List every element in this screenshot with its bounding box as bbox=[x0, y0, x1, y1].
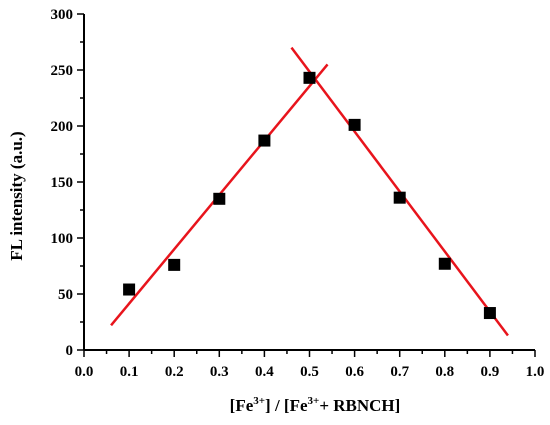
y-tick-label-1: 50 bbox=[58, 287, 73, 303]
data-point-1 bbox=[168, 258, 181, 271]
x-tick-label-8: 0.8 bbox=[435, 364, 454, 380]
y-tick-label-2: 100 bbox=[51, 231, 74, 247]
data-point-2 bbox=[213, 192, 226, 205]
x-tick-label-3: 0.3 bbox=[210, 364, 229, 380]
axes: 0.0 0.1 0.2 0.3 0.4 0.5 0.6 0.7 0.8 0.9 1.0 0 50 100 1… bbox=[51, 7, 545, 380]
x-axis-title-superscript-1: 3+ bbox=[253, 395, 265, 407]
x-tick-label-10: 1.0 bbox=[526, 364, 545, 380]
y-tick-label-5: 250 bbox=[51, 63, 74, 79]
data-points bbox=[123, 71, 496, 320]
x-tick-label-4: 0.4 bbox=[255, 364, 274, 380]
x-axis-title-part-2: ] / [Fe bbox=[265, 396, 308, 415]
y-axis-title: FL intensity (a.u.) bbox=[7, 131, 26, 260]
data-point-4 bbox=[303, 71, 316, 84]
fit-line-1 bbox=[290, 46, 509, 337]
x-axis-title-part-1: [Fe bbox=[230, 396, 254, 415]
data-point-8 bbox=[483, 307, 496, 320]
x-axis-title-superscript-2: 3+ bbox=[308, 395, 320, 407]
fit-lines bbox=[110, 46, 509, 337]
data-point-3 bbox=[258, 134, 271, 147]
y-tick-label-3: 150 bbox=[51, 175, 74, 191]
x-tick-label-1: 0.1 bbox=[120, 364, 139, 380]
x-tick-label-0: 0.0 bbox=[75, 364, 94, 380]
y-tick-label-4: 200 bbox=[51, 119, 74, 135]
x-axis-title-part-3: + RBNCH] bbox=[319, 396, 400, 415]
y-tick-label-0: 0 bbox=[66, 343, 74, 359]
x-axis-title: [Fe3+] / [Fe3++ RBNCH] bbox=[230, 395, 401, 415]
x-tick-label-6: 0.6 bbox=[345, 364, 364, 380]
x-tick-label-9: 0.9 bbox=[481, 364, 500, 380]
data-point-6 bbox=[393, 191, 406, 204]
data-point-0 bbox=[123, 283, 136, 296]
x-tick-label-2: 0.2 bbox=[165, 364, 184, 380]
x-tick-label-7: 0.7 bbox=[390, 364, 409, 380]
data-point-5 bbox=[348, 118, 361, 131]
y-tick-label-6: 300 bbox=[51, 7, 74, 23]
data-point-7 bbox=[438, 257, 451, 270]
x-tick-label-5: 0.5 bbox=[300, 364, 319, 380]
